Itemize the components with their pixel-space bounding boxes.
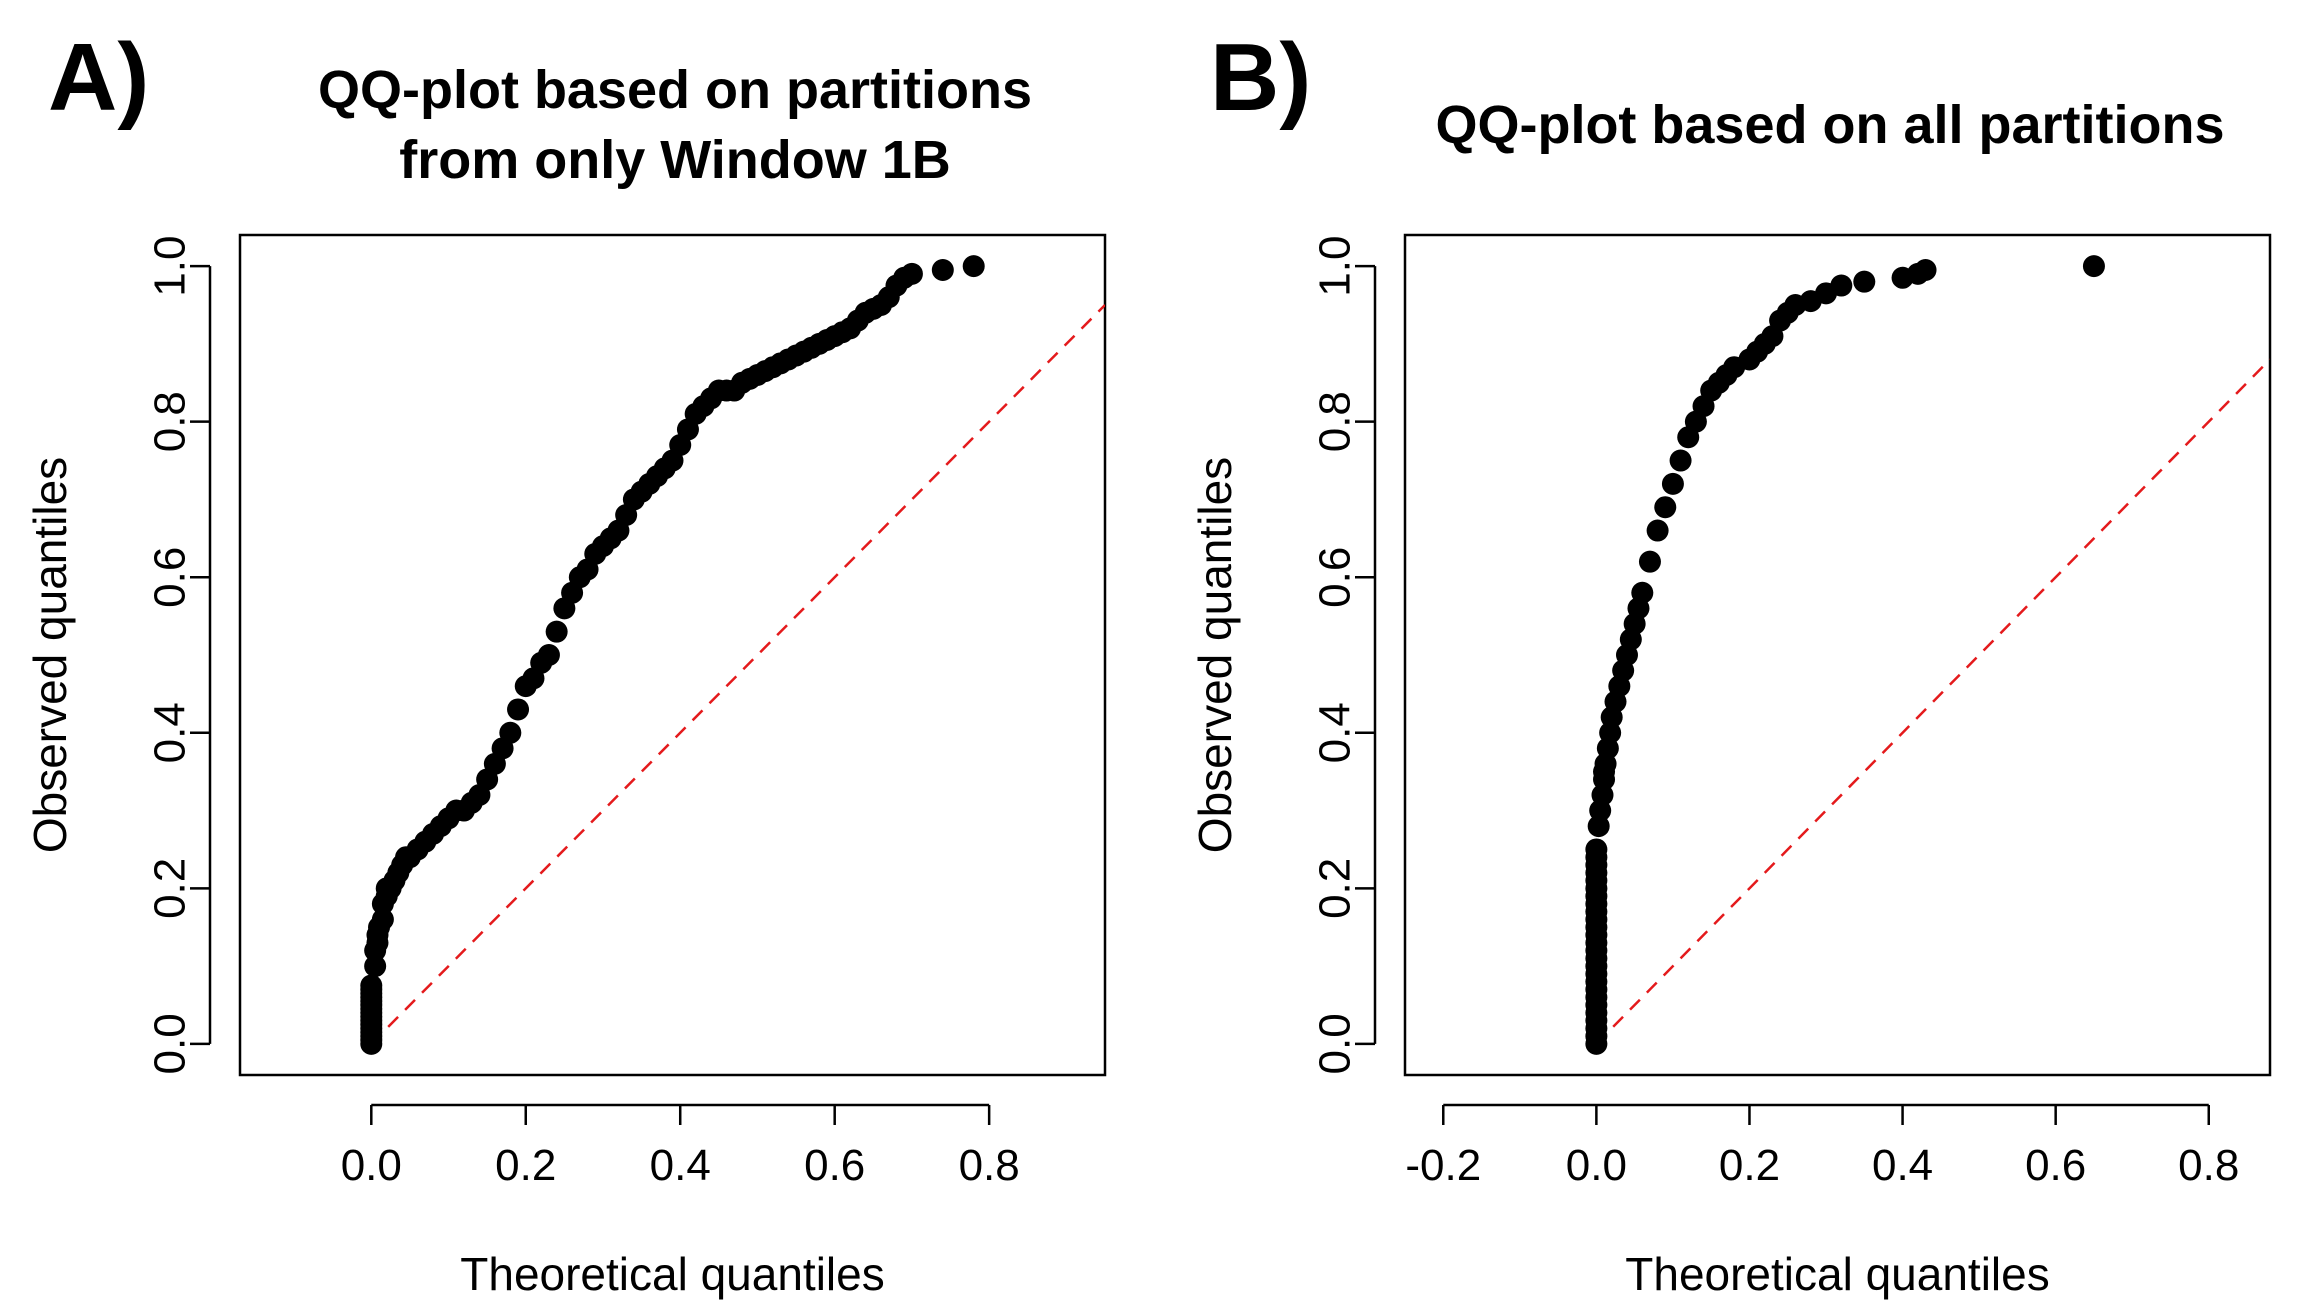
data-point (962, 255, 985, 278)
x-tick-label: 0.0 (341, 1141, 402, 1190)
y-tick-label: 1.0 (146, 236, 195, 297)
x-tick-label: 0.8 (959, 1141, 1020, 1190)
panel-b-title-line1: QQ-plot based on all partitions (1435, 95, 2225, 155)
data-point (1585, 838, 1608, 861)
panel-b-title: QQ-plot based on all partitions (1370, 90, 2290, 160)
data-point (1853, 270, 1876, 293)
data-point (1914, 259, 1937, 281)
data-point (1638, 550, 1661, 573)
data-point (507, 698, 530, 721)
y-tick-label: 0.6 (146, 547, 195, 608)
data-point (1654, 496, 1677, 519)
data-point (1631, 581, 1654, 604)
y-tick-label: 0.8 (1311, 391, 1360, 452)
reference-line-y-equals-x (1595, 358, 2270, 1045)
x-tick-label: 0.8 (2178, 1141, 2239, 1190)
data-point (360, 974, 383, 997)
data-point (537, 644, 560, 666)
y-tick-label: 0.6 (1311, 547, 1360, 608)
y-tick-label: 0.0 (1311, 1013, 1360, 1074)
data-point (545, 620, 568, 643)
data-point (1661, 472, 1684, 495)
x-tick-label: 0.4 (1872, 1141, 1933, 1190)
data-point (2082, 255, 2105, 278)
y-tick-label: 0.8 (146, 391, 195, 452)
data-point (371, 908, 394, 931)
y-tick-label: 0.4 (1311, 702, 1360, 763)
x-tick-label: 0.2 (1719, 1141, 1780, 1190)
plot-frame (238, 233, 1107, 1077)
data-point (931, 259, 954, 281)
x-tick-label: 0.6 (2025, 1141, 2086, 1190)
x-axis-label: Theoretical quantiles (460, 1248, 884, 1300)
panel-b-plot: 0.0 0.2 0.4 0.6 0.8 1.0 -0.2 0.0 0.2 0.4 0.6 0.8 The… (1189, 233, 2272, 1300)
panel-a-title-line1: QQ-plot based on partitions (318, 60, 1032, 120)
data-point (900, 262, 923, 285)
y-tick-label: 1.0 (1311, 236, 1360, 297)
panel-a-letter: A) (48, 24, 150, 131)
y-axis-label: Observed quantiles (24, 457, 76, 853)
y-tick-label: 0.2 (146, 858, 195, 919)
x-tick-label: -0.2 (1405, 1141, 1481, 1190)
y-axis-label: Observed quantiles (1189, 457, 1241, 853)
panel-a-plot: 0.0 0.2 0.4 0.6 0.8 1.0 0.0 0.2 0.4 0.6 0.8 Theoret… (24, 233, 1107, 1300)
x-tick-label: 0.2 (495, 1141, 556, 1190)
data-point (499, 721, 522, 744)
x-axis-label: Theoretical quantiles (1625, 1248, 2049, 1300)
reference-line-y-equals-x (370, 304, 1105, 1045)
panel-a-title-line2: from only Window 1B (399, 130, 951, 191)
panel-a-title: QQ-plot based on partitions from only Wi… (200, 55, 1150, 195)
y-tick-label: 0.4 (146, 702, 195, 763)
y-tick-label: 0.0 (146, 1013, 195, 1074)
data-point (1646, 519, 1669, 542)
x-tick-label: 0.4 (650, 1141, 711, 1190)
y-tick-label: 0.2 (1311, 858, 1360, 919)
data-point (1830, 274, 1853, 297)
plot-frame (1403, 233, 2272, 1077)
x-tick-label: 0.6 (804, 1141, 865, 1190)
data-point (364, 955, 387, 978)
data-point (1669, 449, 1692, 472)
x-tick-label: 0.0 (1566, 1141, 1627, 1190)
panel-b-letter: B) (1210, 24, 1312, 131)
